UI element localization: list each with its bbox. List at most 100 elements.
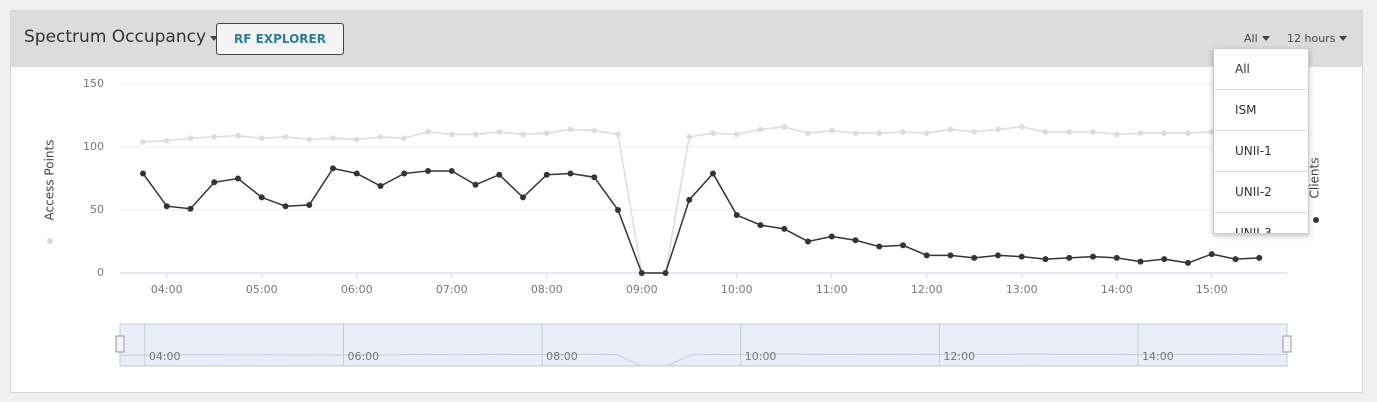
- navigator-line: [119, 353, 1287, 367]
- data-point: [401, 170, 408, 177]
- data-point: [543, 171, 550, 178]
- data-point: [900, 242, 906, 249]
- band-menu: All ISM UNII-1 UNII-2 UNII-3: [1213, 48, 1309, 234]
- series-line: [142, 126, 1260, 274]
- data-point: [828, 127, 835, 134]
- menu-option[interactable]: All: [1214, 49, 1308, 90]
- data-point: [306, 136, 313, 143]
- data-point: [425, 167, 431, 174]
- band-filter[interactable]: All: [1244, 32, 1270, 45]
- x-tick-label: 11:00: [816, 283, 848, 296]
- data-point: [710, 130, 716, 136]
- data-point: [567, 170, 574, 177]
- data-point: [876, 130, 883, 136]
- x-tick-label: 09:00: [626, 283, 658, 296]
- data-point: [353, 170, 360, 177]
- data-point: [876, 243, 883, 250]
- data-point: [448, 167, 455, 174]
- data-point: [805, 238, 811, 245]
- menu-option[interactable]: ISM: [1214, 90, 1308, 131]
- data-point: [1042, 129, 1049, 135]
- data-point: [1185, 130, 1191, 136]
- data-point: [1042, 256, 1049, 263]
- y-tick-label: 150: [83, 77, 104, 90]
- menu-option[interactable]: UNII-3: [1214, 213, 1308, 233]
- data-point: [615, 131, 621, 138]
- toolbar: Spectrum Occupancy RF EXPLORER All 12 ho…: [11, 11, 1362, 67]
- series-line: [142, 167, 1260, 274]
- data-point: [995, 252, 1001, 259]
- data-point: [377, 183, 384, 190]
- data-point: [805, 130, 811, 136]
- data-point: [757, 126, 764, 133]
- data-point: [686, 196, 693, 203]
- navigator-label: 10:00: [745, 350, 777, 363]
- band-filter-text: All: [1244, 32, 1258, 45]
- data-point: [163, 203, 170, 210]
- x-tick-label: 14:00: [1101, 283, 1133, 296]
- x-tick-label: 05:00: [246, 283, 278, 296]
- rf-explorer-button[interactable]: RF EXPLORER: [216, 23, 344, 55]
- x-tick-label: 06:00: [341, 283, 373, 296]
- data-point: [923, 130, 930, 136]
- data-point: [282, 134, 289, 140]
- data-point: [1185, 259, 1191, 266]
- data-point: [258, 194, 265, 201]
- data-point: [472, 131, 479, 138]
- navigator-handle[interactable]: [115, 335, 125, 353]
- data-point: [187, 205, 194, 212]
- data-point: [1256, 254, 1263, 261]
- data-point: [520, 131, 526, 138]
- data-point: [947, 252, 954, 259]
- data-point: [1090, 253, 1096, 260]
- time-filter[interactable]: 12 hours: [1287, 32, 1348, 45]
- x-tick-label: 08:00: [531, 283, 563, 296]
- data-point: [140, 139, 146, 145]
- navigator: [119, 323, 1288, 367]
- navigator-label: 08:00: [546, 350, 578, 363]
- data-point: [1161, 130, 1168, 136]
- data-point: [353, 136, 360, 143]
- navigator-label: 12:00: [943, 350, 975, 363]
- data-point: [520, 194, 526, 201]
- data-point: [591, 127, 598, 134]
- data-point: [852, 237, 859, 244]
- data-point: [947, 126, 954, 133]
- data-point: [377, 134, 384, 140]
- x-tick-label: 04:00: [151, 283, 183, 296]
- data-point: [472, 181, 479, 188]
- panel-title[interactable]: Spectrum Occupancy: [24, 27, 219, 47]
- data-point: [686, 134, 693, 140]
- y2-axis-title: Clients: [1308, 158, 1322, 199]
- x-tick-label: 15:00: [1196, 283, 1228, 296]
- data-point: [662, 270, 669, 276]
- time-filter-text: 12 hours: [1287, 32, 1336, 45]
- data-point: [282, 203, 289, 210]
- data-point: [448, 131, 455, 138]
- data-point: [971, 129, 978, 135]
- data-point: [1137, 130, 1144, 136]
- data-point: [923, 252, 930, 259]
- data-point: [995, 126, 1001, 133]
- data-point: [425, 129, 431, 135]
- y-tick-label: 100: [83, 140, 104, 153]
- data-point: [900, 129, 906, 135]
- title-text: Spectrum Occupancy: [24, 27, 207, 47]
- menu-option[interactable]: UNII-1: [1214, 131, 1308, 172]
- navigator-label: 06:00: [347, 350, 379, 363]
- legend-marker: [1313, 217, 1319, 223]
- menu-option[interactable]: UNII-2: [1214, 172, 1308, 213]
- data-point: [591, 174, 598, 181]
- data-point: [1113, 131, 1120, 138]
- y-axis-title: Access Points: [43, 140, 57, 221]
- data-point: [1018, 253, 1025, 260]
- data-point: [615, 207, 621, 213]
- navigator-handle[interactable]: [1282, 335, 1292, 353]
- navigator-label: 14:00: [1142, 350, 1174, 363]
- data-point: [496, 171, 503, 178]
- x-tick-label: 10:00: [721, 283, 753, 296]
- data-point: [757, 222, 764, 229]
- data-point: [971, 254, 978, 261]
